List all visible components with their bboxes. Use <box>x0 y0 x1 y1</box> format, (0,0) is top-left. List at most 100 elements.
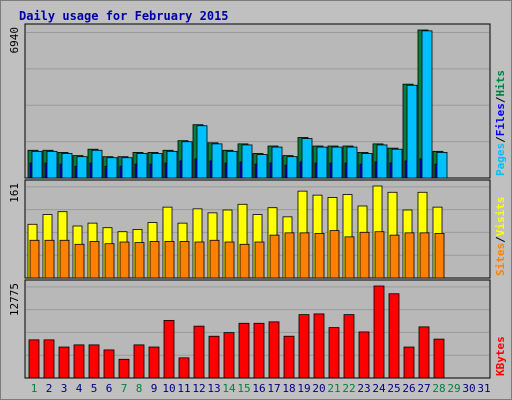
day-label-19: 19 <box>297 382 310 395</box>
bar-kbytes-day-3 <box>58 346 70 379</box>
bar-sites-day-15 <box>239 243 250 279</box>
day-label-3: 3 <box>61 382 68 395</box>
day-label-6: 6 <box>106 382 113 395</box>
bar-pages-day-17 <box>271 146 283 179</box>
bar-pages-day-22 <box>346 146 358 179</box>
bar-pages-day-2 <box>46 150 58 179</box>
axis-label-part: Files <box>494 103 507 136</box>
bar-kbytes-day-19 <box>298 314 310 379</box>
day-label-22: 22 <box>342 382 355 395</box>
bar-sites-day-19 <box>299 232 310 279</box>
bar-kbytes-day-2 <box>43 339 55 379</box>
day-label-15: 15 <box>237 382 250 395</box>
day-label-8: 8 <box>136 382 143 395</box>
bar-sites-day-9 <box>149 241 160 279</box>
bar-kbytes-day-1 <box>28 339 40 379</box>
axis-label-part: Visits <box>494 197 507 237</box>
bar-pages-day-5 <box>91 149 103 179</box>
bar-sites-day-10 <box>164 241 175 279</box>
bar-pages-day-14 <box>226 150 238 179</box>
bar-sites-day-16 <box>254 241 265 279</box>
bar-sites-day-4 <box>74 243 85 279</box>
axis-label-part: / <box>494 136 507 143</box>
day-label-17: 17 <box>267 382 280 395</box>
axis-label-part: / <box>494 96 507 103</box>
y-max-label: 161 <box>8 183 21 203</box>
bar-sites-day-20 <box>314 233 325 279</box>
chart-title: Daily usage for February 2015 <box>19 9 229 23</box>
day-label-26: 26 <box>402 382 415 395</box>
bar-sites-day-7 <box>119 241 130 279</box>
bar-pages-day-9 <box>151 153 163 179</box>
bar-kbytes-day-13 <box>208 335 220 379</box>
bar-kbytes-day-18 <box>283 335 295 379</box>
day-label-16: 16 <box>252 382 265 395</box>
bar-kbytes-day-15 <box>238 322 250 379</box>
series-axis-label: Sites/Visits <box>494 197 507 277</box>
bar-pages-day-15 <box>241 144 253 179</box>
bar-pages-day-11 <box>181 141 193 179</box>
day-label-18: 18 <box>282 382 295 395</box>
day-label-13: 13 <box>207 382 220 395</box>
day-label-9: 9 <box>151 382 158 395</box>
bar-kbytes-day-20 <box>313 313 325 379</box>
y-max-label: 12775 <box>8 283 21 316</box>
day-label-10: 10 <box>162 382 175 395</box>
bar-kbytes-day-9 <box>148 346 160 379</box>
bar-kbytes-day-16 <box>253 322 265 379</box>
bar-pages-day-10 <box>166 150 178 179</box>
day-label-31: 31 <box>477 382 490 395</box>
bar-pages-day-20 <box>316 146 328 179</box>
bar-pages-day-6 <box>106 157 118 179</box>
day-label-4: 4 <box>76 382 83 395</box>
day-label-14: 14 <box>222 382 236 395</box>
bar-kbytes-day-21 <box>328 327 340 379</box>
bar-kbytes-day-7 <box>118 358 130 379</box>
bar-kbytes-day-26 <box>403 346 415 379</box>
axis-label-part: Pages <box>494 143 507 176</box>
bar-kbytes-day-8 <box>133 344 145 379</box>
bar-pages-day-27 <box>421 30 433 179</box>
bar-sites-day-12 <box>194 241 205 279</box>
bar-pages-day-4 <box>76 156 88 179</box>
day-label-23: 23 <box>357 382 370 395</box>
bar-sites-day-1 <box>29 239 40 279</box>
day-label-29: 29 <box>447 382 460 395</box>
axis-label-part: / <box>494 236 507 243</box>
series-axis-label: KBytes <box>494 336 507 376</box>
day-label-30: 30 <box>462 382 475 395</box>
bar-pages-day-18 <box>286 156 298 179</box>
bar-pages-day-13 <box>211 143 223 179</box>
bar-pages-day-19 <box>301 138 313 179</box>
bar-kbytes-day-4 <box>73 344 85 379</box>
axis-label-part: Sites <box>494 243 507 276</box>
bar-pages-day-26 <box>406 84 418 179</box>
bar-pages-day-16 <box>256 154 268 179</box>
bar-pages-day-3 <box>61 153 73 179</box>
bar-sites-day-18 <box>284 232 295 279</box>
series-axis-label: Pages/Files/Hits <box>494 70 507 176</box>
bar-sites-day-14 <box>224 241 235 279</box>
day-label-20: 20 <box>312 382 325 395</box>
bar-sites-day-27 <box>419 232 430 279</box>
bar-sites-day-26 <box>404 232 415 279</box>
day-label-5: 5 <box>91 382 98 395</box>
bar-kbytes-day-6 <box>103 349 115 379</box>
bar-pages-day-1 <box>31 150 43 179</box>
bar-kbytes-day-10 <box>163 319 175 379</box>
bar-kbytes-day-25 <box>388 293 400 379</box>
bar-kbytes-day-12 <box>193 325 205 379</box>
bar-pages-day-12 <box>196 125 208 179</box>
day-label-1: 1 <box>31 382 38 395</box>
bar-kbytes-day-11 <box>178 357 190 379</box>
y-max-label: 6940 <box>8 27 21 54</box>
bar-kbytes-day-14 <box>223 332 235 379</box>
bar-pages-day-21 <box>331 146 343 179</box>
bar-sites-day-23 <box>359 231 370 279</box>
bar-kbytes-day-27 <box>418 326 430 379</box>
bar-sites-day-22 <box>344 236 355 279</box>
bar-kbytes-day-17 <box>268 321 280 379</box>
bar-sites-day-25 <box>389 234 400 279</box>
axis-label-part: KBytes <box>494 336 507 376</box>
